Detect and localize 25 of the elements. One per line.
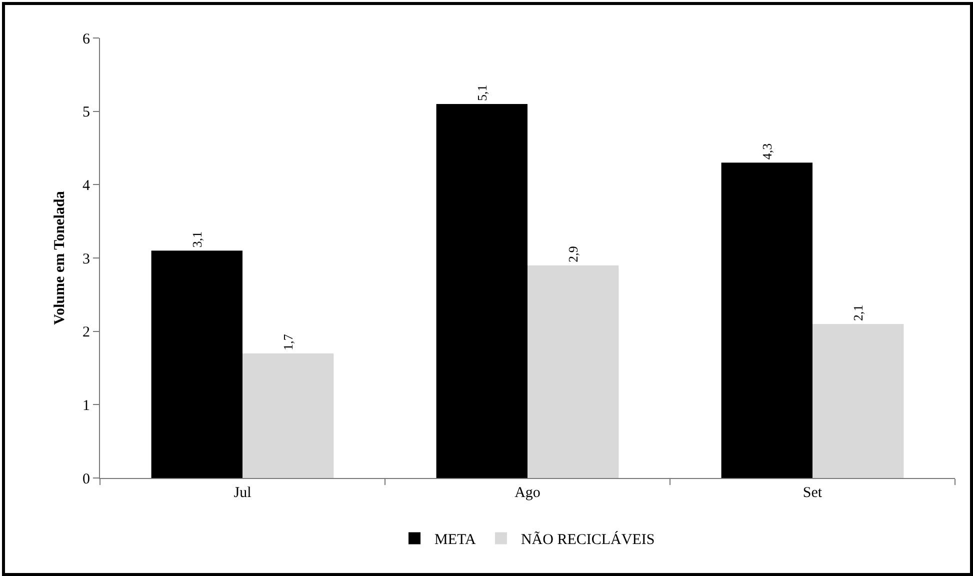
y-tick-label: 4	[82, 178, 90, 194]
x-tick-label: Ago	[514, 485, 540, 501]
data-label: 3,1	[189, 231, 204, 248]
data-label: 2,9	[566, 246, 581, 262]
data-label: 2,1	[850, 304, 866, 321]
y-tick-label: 0	[82, 471, 90, 488]
bar	[242, 353, 334, 478]
y-tick-label: 1	[82, 398, 90, 414]
legend-label: META	[434, 532, 476, 548]
data-label: 4,3	[759, 143, 774, 160]
y-tick-label: 2	[82, 324, 90, 341]
y-tick-label: 6	[82, 31, 90, 48]
x-tick-label: Set	[802, 485, 823, 501]
bar	[721, 162, 812, 478]
legend-label: NÃO RECICLÁVEIS	[520, 531, 655, 548]
y-tick-label: 3	[82, 251, 90, 268]
data-label: 1,7	[280, 334, 296, 350]
data-label: 5,1	[474, 84, 490, 101]
y-axis-title: Volume em Tonelada	[52, 190, 68, 325]
bar	[436, 104, 528, 478]
bar	[812, 324, 904, 478]
y-tick-label: 5	[82, 104, 90, 121]
bar	[151, 250, 242, 478]
bar	[528, 265, 619, 478]
x-tick-label: Jul	[234, 485, 252, 501]
